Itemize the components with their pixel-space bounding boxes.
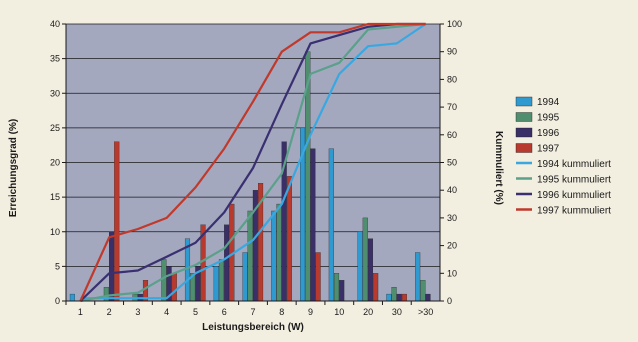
bar-1995-6 xyxy=(219,259,224,301)
y-tick-label: 40 xyxy=(50,19,60,29)
bar-1995-8 xyxy=(277,204,282,301)
bar-1996-20 xyxy=(368,239,373,301)
x-tick-label: 30 xyxy=(392,307,402,317)
bar-1994-6 xyxy=(214,266,219,301)
y2-tick-label: 30 xyxy=(447,213,457,223)
bar-1997-20 xyxy=(373,273,378,301)
y-tick-label: 0 xyxy=(55,296,60,306)
bar-1995-4 xyxy=(162,259,167,301)
x-tick-label: 4 xyxy=(164,307,169,317)
legend-label: 1994 xyxy=(537,97,560,108)
bar-1997-9 xyxy=(316,253,321,301)
x-tick-label: 3 xyxy=(135,307,140,317)
bar-1994-30 xyxy=(386,294,391,301)
bar-1995-20 xyxy=(363,218,368,301)
x-tick-label: 8 xyxy=(279,307,284,317)
bar-1995-10 xyxy=(334,273,339,301)
y2-tick-label: 80 xyxy=(447,74,457,84)
x-axis-title: Leistungsbereich (W) xyxy=(202,322,304,333)
y2-tick-label: 40 xyxy=(447,185,457,195)
y-tick-label: 20 xyxy=(50,158,60,168)
x-tick-label: 9 xyxy=(308,307,313,317)
y2-tick-label: 50 xyxy=(447,158,457,168)
y2-tick-label: 60 xyxy=(447,130,457,140)
y-tick-label: 10 xyxy=(50,227,60,237)
legend-label: 1997 xyxy=(537,144,560,155)
y2-tick-label: 20 xyxy=(447,241,457,251)
y2-tick-label: 0 xyxy=(447,296,452,306)
y2-tick-label: 100 xyxy=(447,19,462,29)
x-tick-label: 20 xyxy=(363,307,373,317)
bar-1994-10 xyxy=(329,149,334,301)
bar-1996-9 xyxy=(311,149,316,301)
legend-label: 1997 kummuliert xyxy=(537,206,611,217)
y-tick-label: 35 xyxy=(50,54,60,64)
y-tick-label: 5 xyxy=(55,261,60,271)
y2-tick-label: 70 xyxy=(447,102,457,112)
legend-label: 1996 kummuliert xyxy=(537,190,611,201)
y2-axis-title: Kummuliert (%) xyxy=(493,131,504,205)
legend-label: 1994 kummuliert xyxy=(537,159,611,170)
bar-1997-30 xyxy=(402,294,407,301)
legend-swatch-1995 xyxy=(516,113,532,122)
bar-1996->30 xyxy=(426,294,431,301)
bar-1996-10 xyxy=(339,280,344,301)
bar-1996-2 xyxy=(109,232,114,301)
bar-1997-4 xyxy=(172,273,177,301)
legend-swatch-1994 xyxy=(516,97,532,106)
legend-label: 1995 xyxy=(537,113,560,124)
bar-1996-6 xyxy=(224,225,229,301)
bar-1997-2 xyxy=(114,142,119,301)
y2-tick-label: 90 xyxy=(447,47,457,57)
x-tick-label: 10 xyxy=(334,307,344,317)
bar-1994-8 xyxy=(271,211,276,301)
x-tick-label: 6 xyxy=(222,307,227,317)
y2-tick-label: 10 xyxy=(447,268,457,278)
legend-swatch-1997 xyxy=(516,144,532,153)
y-tick-label: 30 xyxy=(50,88,60,98)
bar-1995-30 xyxy=(392,287,397,301)
bar-1994-7 xyxy=(243,253,248,301)
y-tick-label: 25 xyxy=(50,123,60,133)
bar-1997-8 xyxy=(287,176,292,301)
bar-1995-7 xyxy=(248,211,253,301)
legend-label: 1995 kummuliert xyxy=(537,175,611,186)
x-tick-label: 1 xyxy=(78,307,83,317)
legend-swatch-1996 xyxy=(516,128,532,137)
bar-1995->30 xyxy=(420,280,425,301)
y-axis-title: Erreichungsgrad (%) xyxy=(8,119,19,217)
x-tick-label: 2 xyxy=(107,307,112,317)
x-tick-label: 7 xyxy=(250,307,255,317)
bar-1996-30 xyxy=(397,294,402,301)
bar-1994-1 xyxy=(70,294,75,301)
y-tick-label: 15 xyxy=(50,192,60,202)
bar-1994->30 xyxy=(415,253,420,301)
bar-1994-20 xyxy=(358,232,363,301)
x-tick-label: >30 xyxy=(418,307,433,317)
legend-label: 1996 xyxy=(537,128,560,139)
x-tick-label: 5 xyxy=(193,307,198,317)
